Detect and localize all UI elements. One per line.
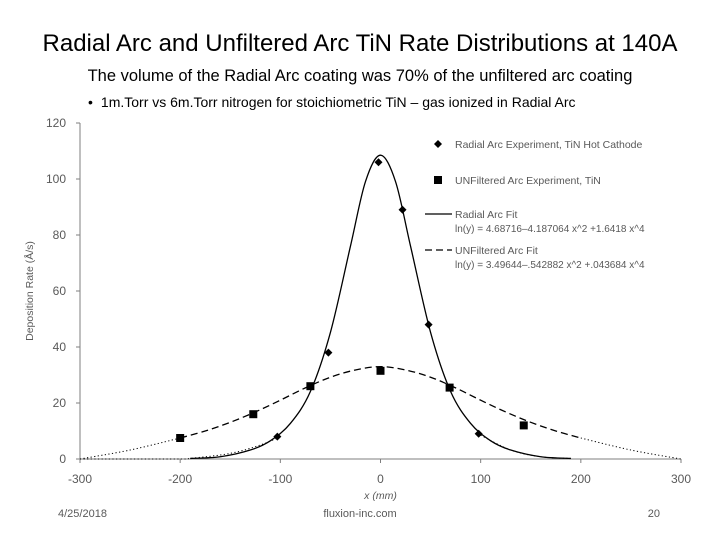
- unfiltered-arc-data-point: [519, 421, 528, 430]
- series-line-3: [179, 365, 582, 439]
- slide-title: Radial Arc and Unfiltered Arc TiN Rate D…: [42, 30, 678, 57]
- legend-label: UNFiltered Arc Experiment, TiN: [455, 175, 601, 187]
- legend-label: UNFiltered Arc Fit: [455, 245, 538, 257]
- series-line-7: [480, 434, 571, 459]
- unfiltered-arc-data-point: [249, 410, 258, 419]
- x-tick-label: 0: [377, 472, 384, 486]
- y-tick-label: 120: [46, 116, 66, 130]
- bullet-point: • 1m.Torr vs 6m.Torr nitrogen for stoichi…: [88, 94, 576, 110]
- radial-arc-data-point: [273, 432, 282, 441]
- unfiltered-arc-data-point: [176, 434, 185, 442]
- radial-arc-data-point: [474, 429, 483, 438]
- y-tick-label: 0: [59, 452, 66, 466]
- x-tick-label: 300: [671, 472, 691, 486]
- x-tick-label: -200: [168, 472, 192, 486]
- legend-label: Radial Arc Experiment, TiN Hot Cathode: [455, 139, 642, 151]
- unfiltered-arc-data-point: [306, 382, 315, 391]
- unfiltered-arc-data-point: [376, 366, 385, 375]
- legend-formula: ln(y) = 4.68716–4.187064 x^2 +1.6418 x^4: [455, 224, 645, 235]
- y-tick-label: 40: [53, 340, 67, 354]
- series-line-5: [79, 437, 181, 460]
- y-axis-title: Deposition Rate (Å/s): [23, 241, 36, 341]
- legend-diamond-marker: [434, 140, 442, 148]
- radial-arc-data-point: [324, 348, 333, 357]
- legend-formula: ln(y) = 3.49644–.542882 x^2 +.043684 x^4: [455, 260, 645, 271]
- x-tick-label: 200: [571, 472, 591, 486]
- x-tick-label: -100: [268, 472, 292, 486]
- footer-site: fluxion-inc.com: [323, 508, 397, 520]
- y-tick-label: 100: [46, 172, 66, 186]
- unfiltered-arc-data-point: [445, 383, 454, 392]
- y-tick-label: 20: [53, 396, 67, 410]
- legend-label: Radial Arc Fit: [455, 209, 518, 221]
- series-line-2: [190, 154, 571, 460]
- y-tick-label: 80: [53, 228, 67, 242]
- legend-square-marker: [434, 176, 442, 184]
- footer-date: 4/25/2018: [58, 508, 107, 520]
- x-tick-label: -300: [68, 472, 92, 486]
- y-tick-label: 60: [53, 284, 67, 298]
- radial-arc-data-point: [398, 205, 407, 214]
- radial-arc-data-point: [424, 320, 433, 329]
- bullet-marker: •: [88, 94, 93, 110]
- slide-subtitle: The volume of the Radial Arc coating was…: [87, 67, 633, 85]
- footer-page-number: 20: [647, 508, 660, 520]
- bullet-text: 1m.Torr vs 6m.Torr nitrogen for stoichio…: [100, 94, 576, 110]
- x-tick-label: 100: [471, 472, 491, 486]
- x-axis-title: x (mm): [363, 490, 397, 502]
- radial-arc-data-point: [374, 158, 383, 167]
- series-line-6: [580, 437, 682, 460]
